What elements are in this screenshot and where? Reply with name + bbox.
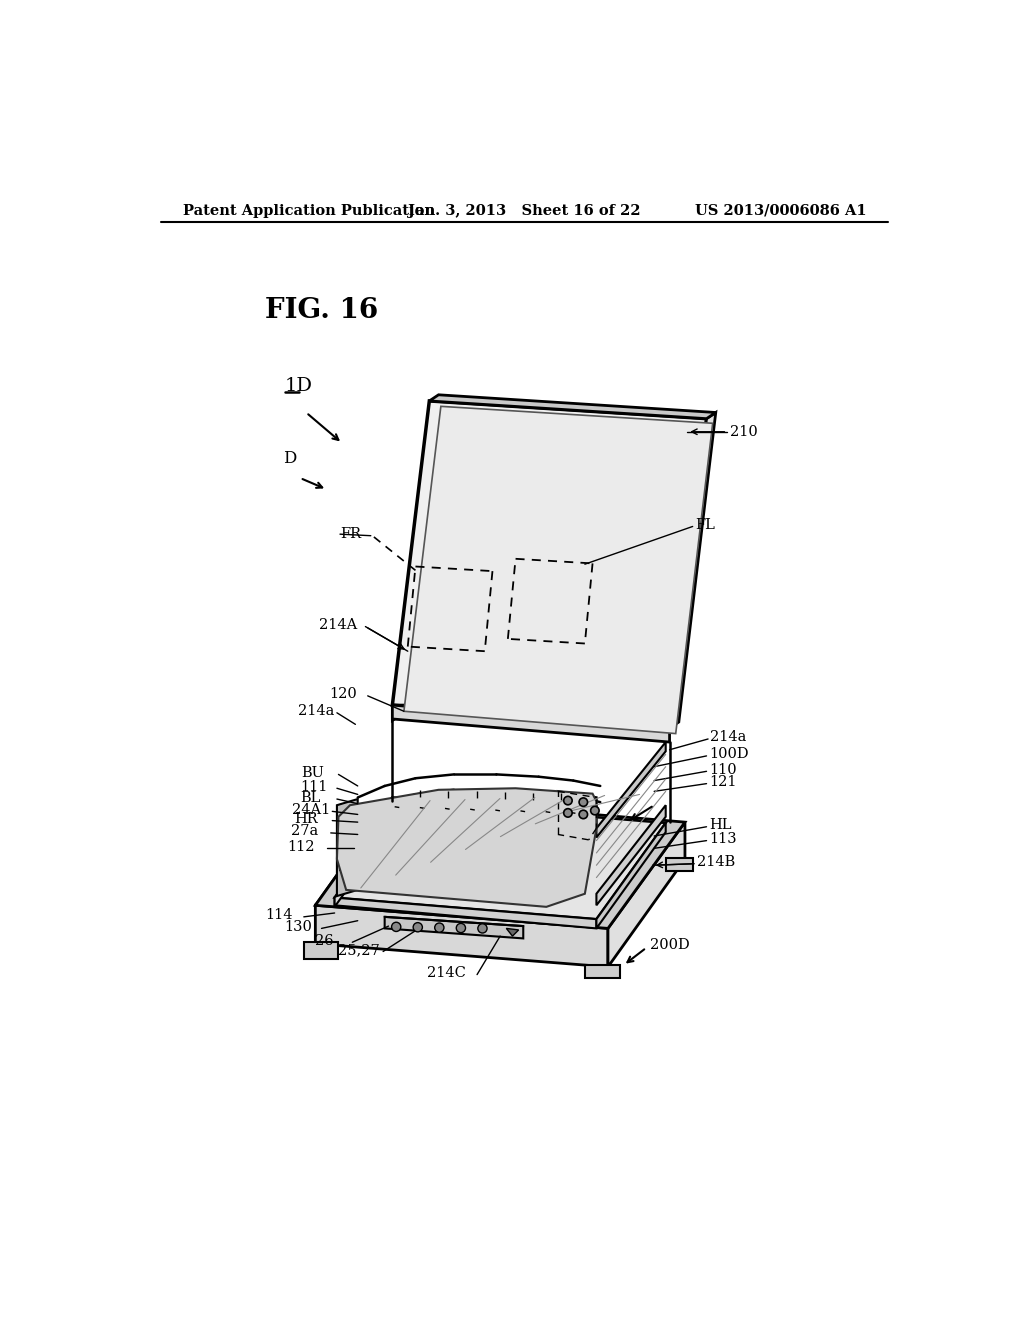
Polygon shape — [315, 906, 608, 966]
Text: Jan. 3, 2013   Sheet 16 of 22: Jan. 3, 2013 Sheet 16 of 22 — [409, 203, 641, 218]
Text: HR: HR — [294, 812, 317, 826]
Text: Patent Application Publication: Patent Application Publication — [183, 203, 435, 218]
Text: 27a: 27a — [291, 825, 318, 838]
Text: 214a: 214a — [298, 705, 335, 718]
Circle shape — [413, 923, 422, 932]
Polygon shape — [392, 401, 707, 729]
Text: 111: 111 — [300, 780, 328, 793]
Text: 130: 130 — [285, 920, 312, 933]
Text: 24A1: 24A1 — [292, 803, 331, 817]
Polygon shape — [335, 898, 596, 928]
Polygon shape — [304, 942, 339, 960]
Circle shape — [457, 924, 466, 933]
Polygon shape — [429, 395, 716, 418]
Text: FIG. 16: FIG. 16 — [265, 297, 379, 325]
Circle shape — [580, 797, 588, 807]
Polygon shape — [343, 837, 352, 866]
Text: 114: 114 — [265, 908, 293, 923]
Text: 113: 113 — [709, 832, 736, 846]
Text: 214a: 214a — [711, 730, 746, 744]
Polygon shape — [337, 788, 596, 907]
Circle shape — [435, 923, 444, 932]
Text: 214C: 214C — [427, 966, 466, 979]
Circle shape — [563, 809, 572, 817]
Text: 26: 26 — [315, 933, 334, 948]
Text: BL: BL — [300, 791, 321, 804]
Polygon shape — [585, 965, 620, 978]
Polygon shape — [315, 797, 685, 928]
Text: 100D: 100D — [709, 747, 749, 762]
Circle shape — [580, 810, 588, 818]
Text: HL: HL — [709, 818, 731, 832]
Polygon shape — [315, 797, 392, 944]
Polygon shape — [666, 858, 692, 871]
Circle shape — [478, 924, 487, 933]
Text: 25,27: 25,27 — [339, 942, 380, 957]
Polygon shape — [596, 742, 666, 837]
Polygon shape — [560, 821, 593, 830]
Text: BU: BU — [301, 766, 325, 780]
Polygon shape — [596, 822, 666, 928]
Polygon shape — [373, 834, 403, 847]
Text: 1D: 1D — [285, 376, 312, 395]
Circle shape — [391, 923, 400, 932]
Polygon shape — [335, 801, 403, 907]
Polygon shape — [392, 705, 403, 721]
Text: 200D: 200D — [650, 939, 690, 952]
Polygon shape — [558, 792, 596, 840]
Polygon shape — [670, 412, 716, 729]
Text: 112: 112 — [287, 840, 314, 854]
Circle shape — [563, 796, 572, 805]
Polygon shape — [337, 799, 357, 896]
Text: 121: 121 — [709, 775, 736, 789]
Text: 110: 110 — [709, 763, 736, 776]
Text: US 2013/0006086 A1: US 2013/0006086 A1 — [695, 203, 866, 218]
Polygon shape — [403, 407, 713, 734]
Text: 120: 120 — [330, 688, 357, 701]
Polygon shape — [340, 833, 355, 870]
Text: FR: FR — [340, 527, 361, 541]
Polygon shape — [335, 801, 666, 919]
Polygon shape — [506, 928, 518, 936]
Text: FL: FL — [695, 517, 715, 532]
Text: D: D — [283, 450, 296, 467]
Polygon shape — [385, 917, 523, 939]
Polygon shape — [596, 805, 666, 906]
Text: 214B: 214B — [696, 855, 735, 869]
Circle shape — [591, 807, 599, 814]
Text: 214A: 214A — [319, 618, 357, 632]
Polygon shape — [608, 822, 685, 966]
Polygon shape — [392, 705, 670, 742]
Text: 210: 210 — [730, 425, 758, 438]
